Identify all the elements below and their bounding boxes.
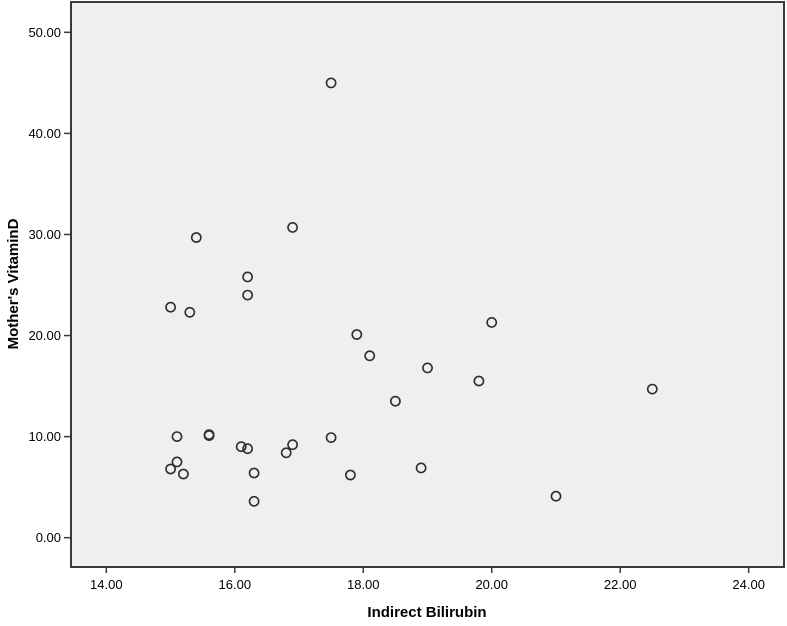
data-point [248,495,260,507]
x-tick-label: 18.00 [347,577,380,592]
data-point [242,271,253,283]
x-axis-ticks: 14.00 16.00 18.00 20.00 22.00 24.00 [90,567,765,592]
data-point [165,463,176,475]
data-points [165,77,658,507]
data-point [203,430,215,441]
data-point [242,443,253,455]
y-tick-label: 30.00 [28,227,61,242]
data-point [171,456,183,468]
x-tick-label: 24.00 [732,577,765,592]
x-tick-label: 20.00 [475,577,508,592]
data-point [364,350,376,362]
y-axis-title: Mother's VitaminD [5,218,22,349]
data-point [165,301,176,313]
data-point [325,77,337,89]
plot-area [70,1,785,568]
data-point [389,395,401,407]
x-tick-label: 22.00 [604,577,637,592]
y-tick-label: 10.00 [28,429,61,444]
data-point [287,439,298,451]
data-point [287,221,298,233]
data-point [550,490,562,502]
data-point [473,375,485,387]
data-point [242,289,253,301]
data-point [325,432,337,443]
data-point [280,447,292,459]
x-axis-title: Indirect Bilirubin [367,604,486,621]
data-point [171,431,183,442]
y-axis-ticks: 0.00 10.00 20.00 30.00 40.00 50.00 [28,25,71,545]
y-tick-label: 20.00 [28,328,61,343]
x-tick-label: 16.00 [219,577,252,592]
data-point [344,469,356,481]
data-point [184,306,196,318]
data-point [486,316,498,328]
data-point [351,329,363,340]
data-point [190,232,202,243]
y-tick-label: 50.00 [28,25,61,40]
x-tick-label: 14.00 [90,577,123,592]
data-point [415,462,427,474]
data-point [177,468,189,480]
data-point [646,383,658,395]
data-point [235,441,247,453]
y-tick-label: 40.00 [28,126,61,141]
data-point [248,467,260,479]
y-tick-label: 0.00 [36,530,61,545]
data-point [422,362,433,374]
